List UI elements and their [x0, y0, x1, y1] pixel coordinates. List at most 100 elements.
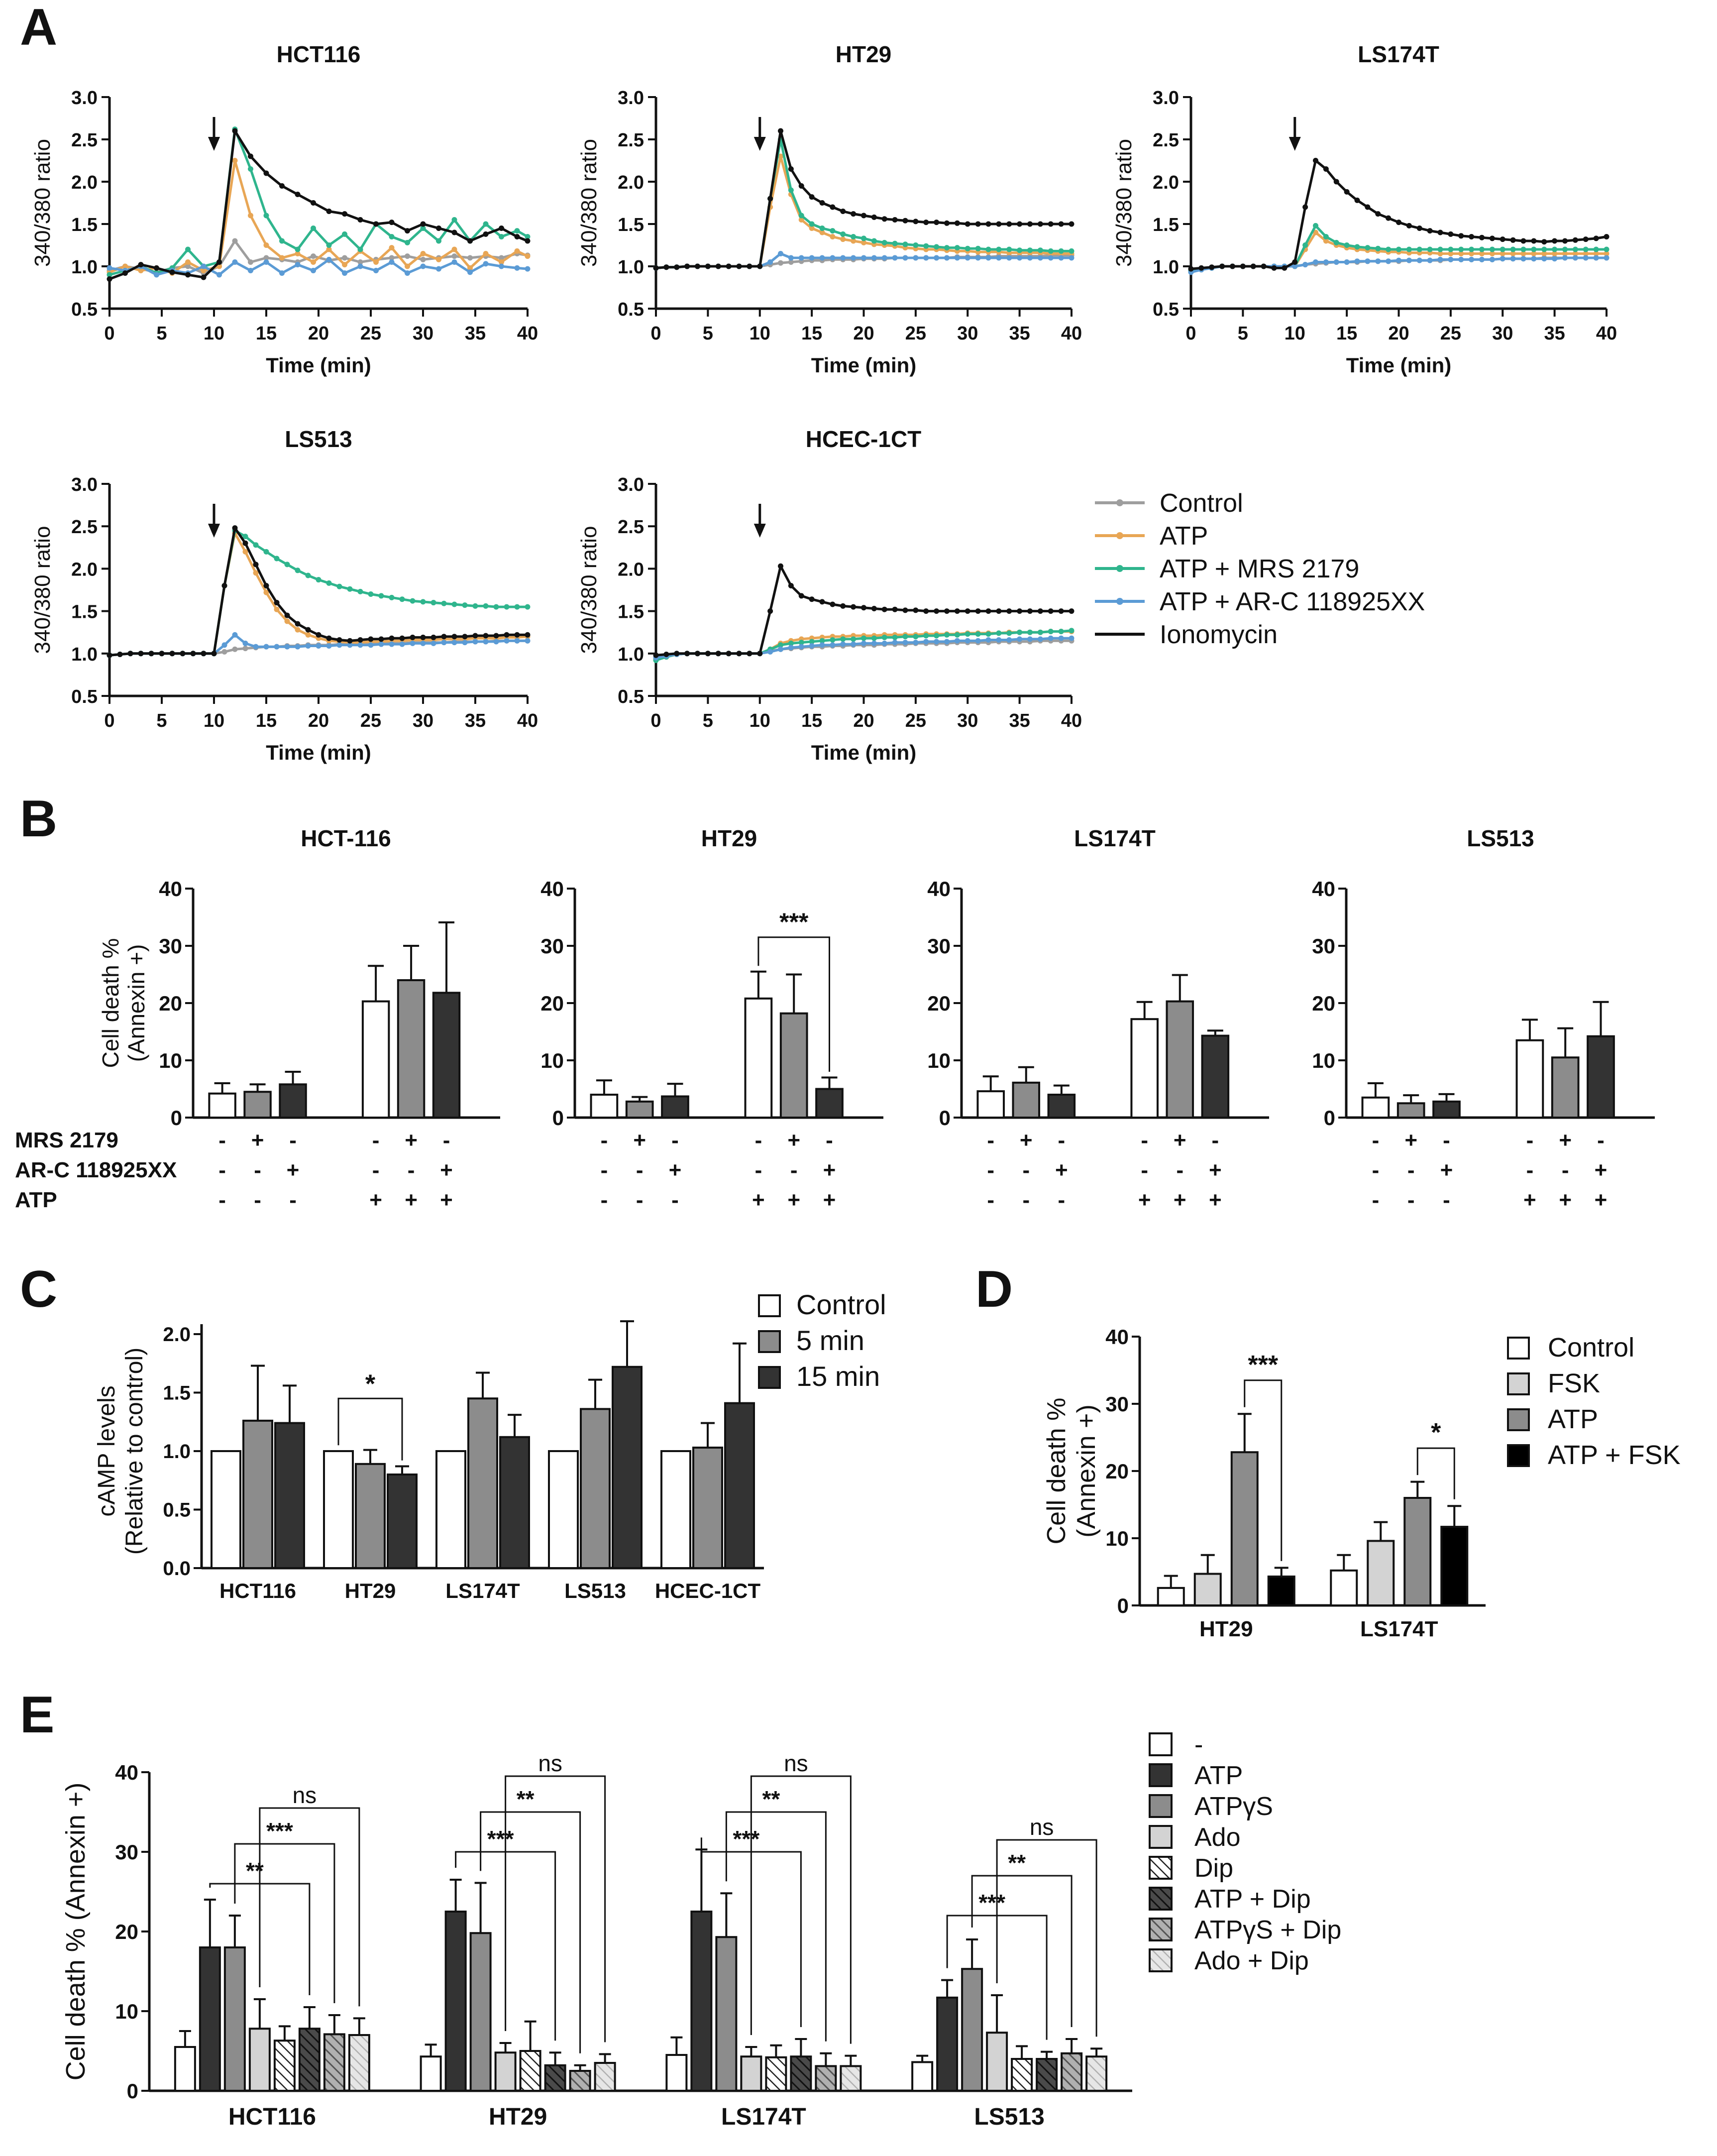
data-point — [1058, 608, 1064, 614]
stimulus-arrow-head — [1288, 137, 1301, 151]
data-point — [1500, 246, 1505, 252]
data-point — [1479, 256, 1485, 262]
x-tick-label: 35 — [465, 710, 486, 731]
data-point — [1552, 256, 1558, 262]
significance-label: ** — [762, 1786, 780, 1812]
y-tick-label: 40 — [927, 877, 951, 901]
data-point — [263, 242, 269, 248]
data-point — [263, 213, 269, 219]
y-tick-label: 30 — [540, 934, 564, 958]
data-point — [122, 263, 128, 269]
data-point — [263, 644, 269, 650]
data-point — [934, 608, 940, 614]
data-point — [284, 612, 290, 618]
data-point — [1593, 235, 1599, 241]
data-point — [1006, 221, 1012, 227]
data-point — [1302, 242, 1308, 248]
bar — [625, 1100, 654, 1119]
data-point — [965, 608, 970, 614]
y-axis-label: Cell death %(Annexin +) — [1042, 1398, 1101, 1545]
data-point — [1069, 221, 1074, 227]
data-point — [1541, 251, 1547, 256]
y-tick-label: 1.0 — [1153, 257, 1179, 278]
data-point — [451, 640, 457, 646]
data-point — [347, 642, 353, 648]
data-point — [305, 627, 311, 633]
data-point — [747, 263, 752, 269]
data-point — [923, 220, 929, 226]
data-point — [263, 549, 269, 555]
data-point — [107, 272, 112, 278]
y-tick-label: 0 — [552, 1106, 564, 1130]
data-point — [798, 183, 804, 189]
x-tick-label: 25 — [360, 323, 381, 344]
data-point — [1572, 251, 1578, 256]
data-point — [1531, 246, 1537, 252]
y-axis-label: 340/380 ratio — [577, 526, 601, 654]
bar — [612, 1365, 643, 1570]
treatment-sign: - — [218, 1128, 226, 1152]
data-point — [253, 644, 259, 650]
y-axis-label: Cell death %(Annexin +) — [98, 938, 149, 1068]
data-point — [357, 217, 363, 223]
data-point — [1552, 238, 1558, 244]
y-tick-label: 0.5 — [618, 686, 644, 707]
data-point — [169, 651, 175, 657]
data-point — [809, 643, 815, 649]
data-point — [913, 634, 919, 640]
data-point — [1458, 246, 1464, 252]
data-point — [1469, 246, 1475, 252]
data-point — [954, 220, 960, 226]
data-point — [483, 639, 489, 645]
data-point — [1489, 235, 1495, 241]
x-tick-label: 0 — [650, 323, 661, 344]
data-point — [778, 251, 783, 256]
significance-label: * — [1431, 1418, 1441, 1447]
data-point — [944, 220, 950, 226]
panel-label-c: C — [20, 1260, 57, 1318]
data-point — [430, 634, 436, 640]
data-point — [185, 272, 191, 278]
data-point — [1552, 246, 1558, 252]
y-tick-label: 1.5 — [71, 602, 98, 623]
y-tick-label: 3.0 — [1153, 88, 1179, 109]
data-point — [861, 213, 866, 219]
y-tick-label: 20 — [540, 992, 564, 1015]
data-point — [378, 593, 384, 599]
data-point — [674, 651, 680, 657]
data-point — [342, 255, 347, 261]
treatment-sign: - — [636, 1158, 644, 1182]
treatment-sign: - — [671, 1188, 679, 1212]
data-point — [798, 213, 804, 219]
data-point — [1386, 246, 1392, 252]
treatment-sign: - — [987, 1188, 994, 1212]
data-point — [248, 259, 253, 265]
data-point — [232, 525, 238, 531]
x-tick-label: 40 — [517, 710, 538, 731]
data-point — [1406, 246, 1412, 252]
treatment-sign: + — [669, 1158, 682, 1182]
data-point — [778, 646, 783, 652]
data-point — [347, 586, 353, 592]
treatment-sign: - — [1526, 1128, 1534, 1152]
data-point — [1313, 229, 1318, 235]
data-point — [1448, 246, 1454, 252]
y-tick-label: 0 — [1324, 1106, 1335, 1130]
data-point — [1593, 255, 1599, 261]
data-point — [975, 608, 981, 614]
legend-label: ATP — [1160, 522, 1208, 551]
chart-title: LS174T — [1358, 41, 1439, 67]
data-point — [830, 228, 836, 234]
data-point — [1572, 246, 1578, 252]
y-tick-label: 10 — [115, 2000, 138, 2023]
treatment-sign: - — [1407, 1188, 1415, 1212]
y-axis-label: cAMP levels(Relative to control) — [94, 1348, 148, 1555]
data-point — [295, 262, 301, 268]
data-point — [913, 640, 919, 646]
data-point — [757, 263, 763, 269]
data-point — [819, 642, 825, 648]
treatment-sign: - — [601, 1188, 608, 1212]
data-point — [221, 642, 227, 648]
data-point — [1344, 242, 1350, 248]
legend-label: ATPγS + Dip — [1194, 1916, 1341, 1944]
